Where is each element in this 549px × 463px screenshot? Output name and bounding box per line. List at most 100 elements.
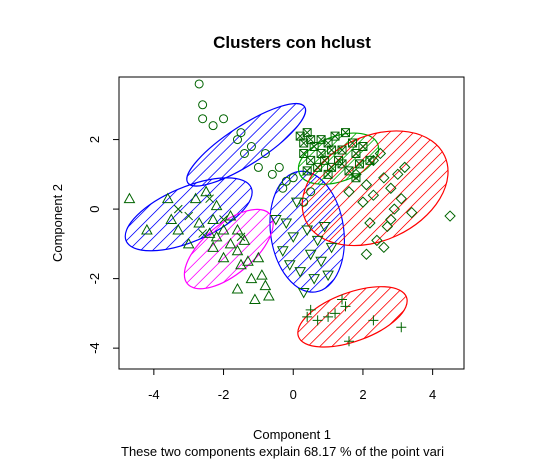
- data-point: [274, 162, 284, 172]
- data-point: [198, 114, 208, 124]
- data-point: [367, 154, 380, 167]
- data-point: [231, 283, 244, 294]
- cluster-3-hatch: [262, 166, 352, 297]
- data-point: [325, 242, 338, 254]
- data-point: [172, 223, 185, 235]
- data-point: [210, 230, 223, 242]
- plot-frame: [118, 76, 465, 370]
- cluster-1-ellipse: [186, 102, 307, 187]
- data-point: [368, 315, 379, 326]
- data-point: [337, 145, 347, 155]
- data-point: [219, 114, 229, 124]
- x-tick-label: 4: [429, 387, 436, 402]
- data-point: [311, 235, 324, 247]
- data-point: [239, 148, 249, 158]
- data-point: [294, 267, 307, 278]
- data-point: [205, 194, 214, 204]
- data-point: [354, 159, 364, 169]
- data-point: [219, 215, 228, 224]
- data-point: [259, 279, 272, 291]
- data-point: [236, 128, 246, 138]
- cluster-7-hatch: [290, 274, 415, 360]
- data-point: [374, 147, 387, 160]
- y-tick-label: -4: [87, 342, 102, 354]
- cluster-6-ellipse: [301, 130, 449, 247]
- data-point: [399, 161, 411, 174]
- data-point: [343, 186, 355, 198]
- subtitle: These two components explain 68.17 % of …: [121, 444, 444, 459]
- x-tick-label: 0: [290, 387, 297, 402]
- data-point: [388, 203, 401, 215]
- data-point: [351, 173, 361, 183]
- data-point: [306, 135, 316, 145]
- data-point: [207, 213, 219, 225]
- data-point: [224, 210, 237, 221]
- data-point: [406, 206, 418, 219]
- data-point: [396, 322, 407, 333]
- y-tick-label: 2: [87, 136, 102, 143]
- cluster-4-hatch: [171, 195, 287, 303]
- data-point: [276, 246, 289, 257]
- data-point: [232, 135, 242, 145]
- data-point: [253, 162, 263, 172]
- data-point: [288, 173, 298, 183]
- data-point: [161, 192, 174, 204]
- data-point: [350, 168, 362, 181]
- y-tick-label: -2: [87, 273, 102, 285]
- data-point: [267, 169, 277, 179]
- cluster-2-ellipse: [124, 177, 253, 252]
- data-point: [316, 148, 326, 158]
- data-point: [184, 211, 194, 221]
- data-point: [217, 251, 230, 263]
- data-point: [301, 225, 314, 236]
- data-point: [283, 260, 296, 271]
- data-point: [245, 272, 258, 284]
- chart-title: Clusters con hclust: [213, 33, 371, 52]
- data-point: [312, 315, 323, 326]
- data-point: [337, 294, 348, 305]
- data-point: [194, 79, 204, 89]
- x-tick-label: -4: [148, 387, 160, 402]
- data-point: [371, 234, 383, 247]
- x-axis: -4 -2 0 2 4: [148, 368, 436, 402]
- data-point: [305, 304, 316, 315]
- data-point: [269, 215, 282, 226]
- data-point: [337, 159, 347, 169]
- data-point: [385, 182, 397, 194]
- data-point: [141, 223, 153, 235]
- data-point: [123, 192, 136, 204]
- data-point: [357, 196, 369, 208]
- data-point: [385, 213, 397, 226]
- data-point: [224, 237, 237, 249]
- data-point: [246, 142, 256, 152]
- data-point: [236, 232, 246, 242]
- data-point: [381, 220, 394, 233]
- data-point: [444, 210, 456, 222]
- data-point: [173, 204, 183, 214]
- data-point: [302, 166, 312, 176]
- data-point: [262, 289, 275, 301]
- data-point: [360, 179, 373, 191]
- x-tick-label: 2: [359, 387, 366, 402]
- data-point: [330, 131, 340, 141]
- x-tick-label: -2: [218, 387, 230, 402]
- data-point: [198, 100, 208, 110]
- data-point: [315, 256, 327, 268]
- data-point: [322, 270, 334, 282]
- data-point: [189, 192, 202, 204]
- y-axis: -4 -2 0 2: [87, 136, 120, 354]
- data-point: [360, 248, 373, 260]
- data-point: [203, 227, 216, 238]
- data-point: [249, 293, 261, 304]
- data-point: [198, 229, 207, 238]
- data-point: [242, 255, 254, 266]
- data-point: [297, 288, 310, 299]
- data-point: [165, 213, 178, 225]
- data-point: [378, 172, 390, 184]
- data-point: [182, 237, 195, 249]
- data-point: [367, 189, 380, 201]
- data-point: [290, 197, 303, 209]
- data-point: [330, 308, 341, 319]
- cluster-ellipses: [115, 90, 467, 360]
